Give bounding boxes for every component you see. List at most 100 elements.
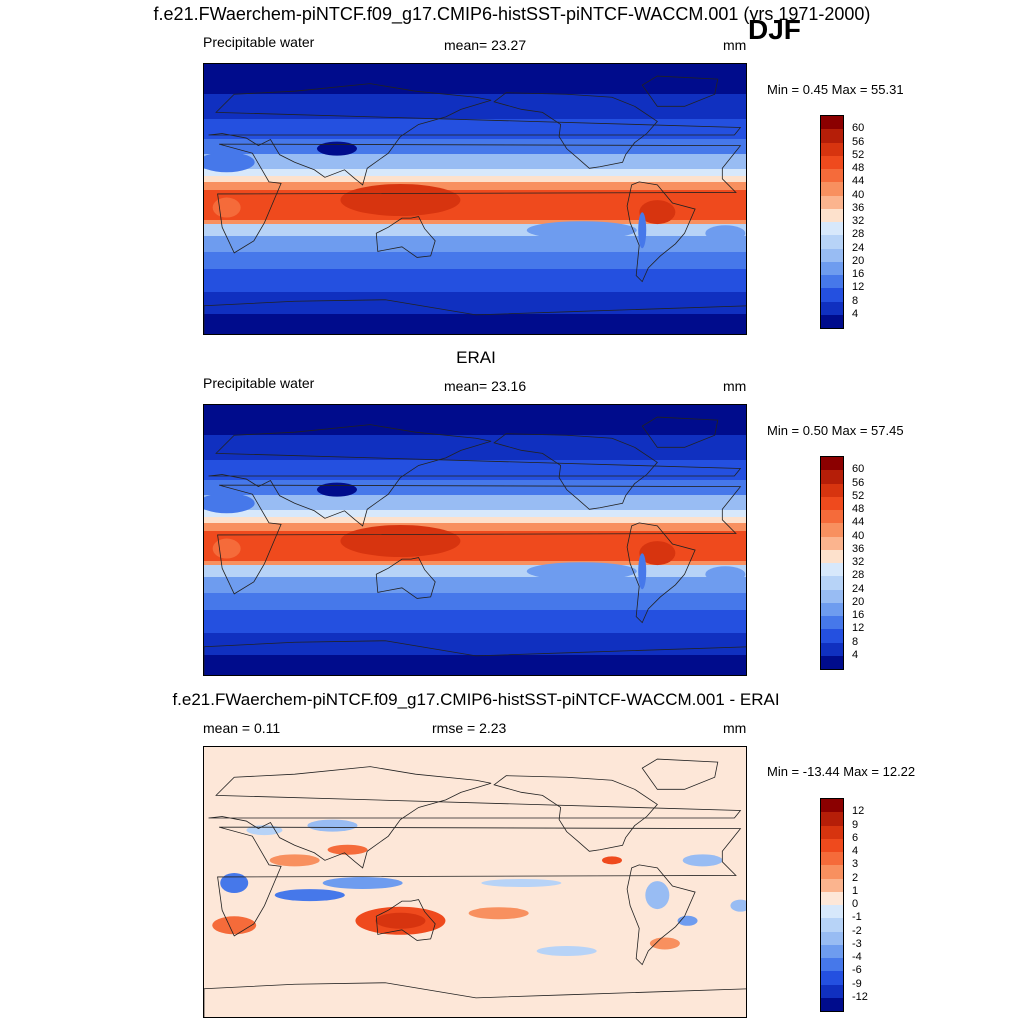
colorbar-swatch — [821, 589, 843, 603]
colorbar-swatch — [821, 602, 843, 616]
colorbar-swatch — [821, 142, 843, 156]
colorbar-label: 44 — [852, 175, 865, 188]
colorbar-swatch — [821, 984, 843, 998]
colorbar-label: 48 — [852, 162, 865, 174]
colorbar-swatch — [821, 944, 843, 958]
colorbar-swatch — [821, 523, 843, 537]
panel1-mean-label: mean= 23.27 — [444, 37, 527, 53]
colorbar-swatch — [821, 536, 843, 550]
colorbar-swatch — [821, 169, 843, 183]
panel2-variable-label: Precipitable water — [203, 375, 315, 391]
colorbar-swatch — [821, 301, 843, 315]
colorbar-swatch — [821, 116, 843, 130]
colorbar-label: -3 — [852, 937, 862, 950]
erai-pw-map — [204, 405, 746, 675]
panel1-map — [203, 63, 747, 335]
colorbar-label: 16 — [852, 268, 865, 280]
colorbar-swatch — [821, 129, 843, 143]
colorbar-swatch — [821, 222, 843, 236]
colorbar-swatch — [821, 457, 843, 471]
difference-map — [204, 747, 746, 1017]
colorbar-swatch — [821, 288, 843, 302]
colorbar-label: 3 — [852, 858, 859, 871]
colorbar-label: 1 — [852, 884, 859, 897]
colorbar-swatch — [821, 905, 843, 919]
colorbar-swatch — [821, 208, 843, 222]
colorbar-label: 36 — [852, 201, 865, 214]
colorbar-swatch — [821, 235, 843, 249]
colorbar-swatch — [821, 812, 843, 826]
colorbar-swatch — [821, 248, 843, 262]
colorbar-label: -2 — [852, 924, 862, 937]
colorbar-swatch — [821, 496, 843, 510]
colorbar-label: 44 — [852, 516, 865, 529]
colorbar-label: 4 — [852, 307, 859, 320]
panel1-variable-label: Precipitable water — [203, 34, 315, 50]
colorbar-label: 60 — [852, 463, 865, 476]
colorbar-label: 32 — [852, 556, 865, 568]
colorbar-label: -12 — [852, 990, 868, 1003]
colorbar-swatch — [821, 314, 843, 328]
colorbar-swatch — [821, 616, 843, 630]
colorbar-swatch — [821, 865, 843, 879]
colorbar-swatch — [821, 195, 843, 209]
colorbar-label: 16 — [852, 609, 865, 621]
colorbar-label: -4 — [852, 951, 862, 963]
panel2-mean-label: mean= 23.16 — [444, 378, 527, 394]
figure-title: f.e21.FWaerchem-piNTCF.f09_g17.CMIP6-his… — [153, 4, 871, 24]
colorbar-swatch — [821, 878, 843, 892]
colorbar-label: -6 — [852, 964, 862, 977]
colorbar-label: 56 — [852, 135, 865, 148]
panel3-minmax: Min = -13.44 Max = 12.22 — [767, 764, 916, 779]
colorbar-swatch — [821, 918, 843, 932]
colorbar-swatch — [821, 825, 843, 839]
panel2-colorbar — [820, 456, 844, 670]
colorbar-swatch — [821, 510, 843, 524]
colorbar-swatch — [821, 275, 843, 289]
colorbar-label: -1 — [852, 911, 862, 924]
colorbar-swatch — [821, 563, 843, 577]
panel3-title: f.e21.FWaerchem-piNTCF.f09_g17.CMIP6-his… — [172, 690, 780, 709]
panel3-colorbar — [820, 798, 844, 1012]
colorbar-label: 52 — [852, 489, 865, 502]
colorbar-label: 12 — [852, 622, 865, 635]
colorbar-label: 52 — [852, 148, 865, 161]
colorbar-label: 9 — [852, 818, 859, 831]
colorbar-label: 24 — [852, 241, 865, 254]
colorbar-swatch — [821, 182, 843, 196]
colorbar-swatch — [821, 155, 843, 169]
colorbar-label: 36 — [852, 542, 865, 555]
colorbar-label: 8 — [852, 294, 859, 307]
colorbar-label: 4 — [852, 845, 859, 857]
colorbar-swatch — [821, 261, 843, 275]
colorbar-label: 28 — [852, 569, 865, 582]
colorbar-label: 4 — [852, 648, 859, 661]
colorbar-swatch — [821, 997, 843, 1011]
colorbar-swatch — [821, 852, 843, 866]
panel2-title: ERAI — [456, 348, 496, 367]
panel2-map — [203, 404, 747, 676]
panel3-units-label: mm — [723, 720, 747, 736]
panel3-mean-label: mean = 0.11 — [203, 720, 281, 736]
colorbar-swatch — [821, 655, 843, 669]
colorbar-swatch — [821, 576, 843, 590]
colorbar-swatch — [821, 549, 843, 563]
panel3-map — [203, 746, 747, 1018]
colorbar-label: 24 — [852, 582, 865, 595]
colorbar-swatch — [821, 891, 843, 905]
colorbar-label: 20 — [852, 595, 865, 608]
colorbar-label: 48 — [852, 503, 865, 515]
colorbar-swatch — [821, 799, 843, 813]
colorbar-label: 2 — [852, 871, 859, 884]
season-label: DJF — [748, 14, 801, 45]
colorbar-swatch — [821, 629, 843, 643]
colorbar-label: 60 — [852, 122, 865, 135]
colorbar-swatch — [821, 483, 843, 497]
colorbar-label: 56 — [852, 476, 865, 489]
colorbar-label: 40 — [852, 529, 865, 542]
colorbar-label: 0 — [852, 898, 859, 910]
colorbar-label: 20 — [852, 254, 865, 267]
panel1-units-label: mm — [723, 37, 747, 53]
colorbar-swatch — [821, 838, 843, 852]
colorbar-label: 12 — [852, 281, 865, 294]
